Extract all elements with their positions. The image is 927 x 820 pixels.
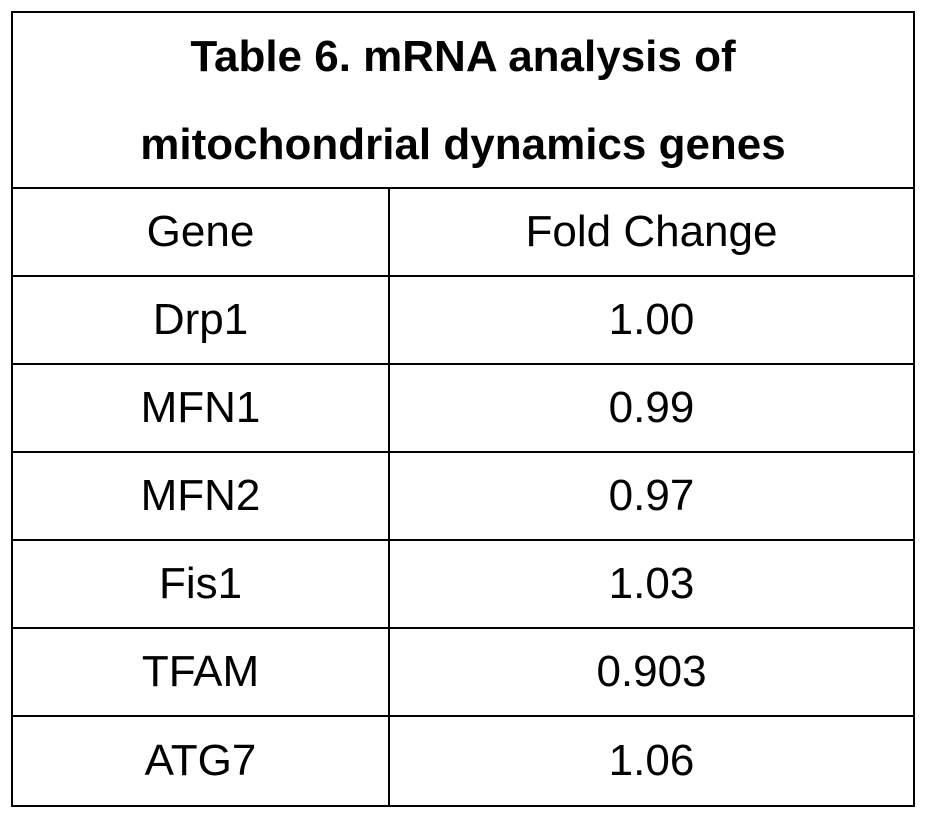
- table-row: MFN1 0.99: [13, 365, 913, 453]
- fold-change-cell: 1.00: [390, 277, 913, 363]
- column-header-gene: Gene: [13, 189, 390, 275]
- data-table: Table 6. mRNA analysis of mitochondrial …: [11, 11, 915, 807]
- fold-change-cell: 0.99: [390, 365, 913, 451]
- column-header-fold-change: Fold Change: [390, 189, 913, 275]
- gene-cell: Fis1: [13, 541, 390, 627]
- table-row: TFAM 0.903: [13, 629, 913, 717]
- table-title-line-2: mitochondrial dynamics genes: [13, 101, 913, 189]
- table-header-row: Gene Fold Change: [13, 189, 913, 277]
- fold-change-cell: 1.03: [390, 541, 913, 627]
- table-row: MFN2 0.97: [13, 453, 913, 541]
- table-row: Drp1 1.00: [13, 277, 913, 365]
- table-row: ATG7 1.06: [13, 717, 913, 805]
- gene-cell: TFAM: [13, 629, 390, 715]
- gene-cell: MFN2: [13, 453, 390, 539]
- table-title: Table 6. mRNA analysis of mitochondrial …: [13, 13, 913, 189]
- table-row: Fis1 1.03: [13, 541, 913, 629]
- gene-cell: MFN1: [13, 365, 390, 451]
- gene-cell: ATG7: [13, 717, 390, 805]
- table-title-line-1: Table 6. mRNA analysis of: [13, 13, 913, 101]
- fold-change-cell: 1.06: [390, 717, 913, 805]
- fold-change-cell: 0.903: [390, 629, 913, 715]
- gene-cell: Drp1: [13, 277, 390, 363]
- fold-change-cell: 0.97: [390, 453, 913, 539]
